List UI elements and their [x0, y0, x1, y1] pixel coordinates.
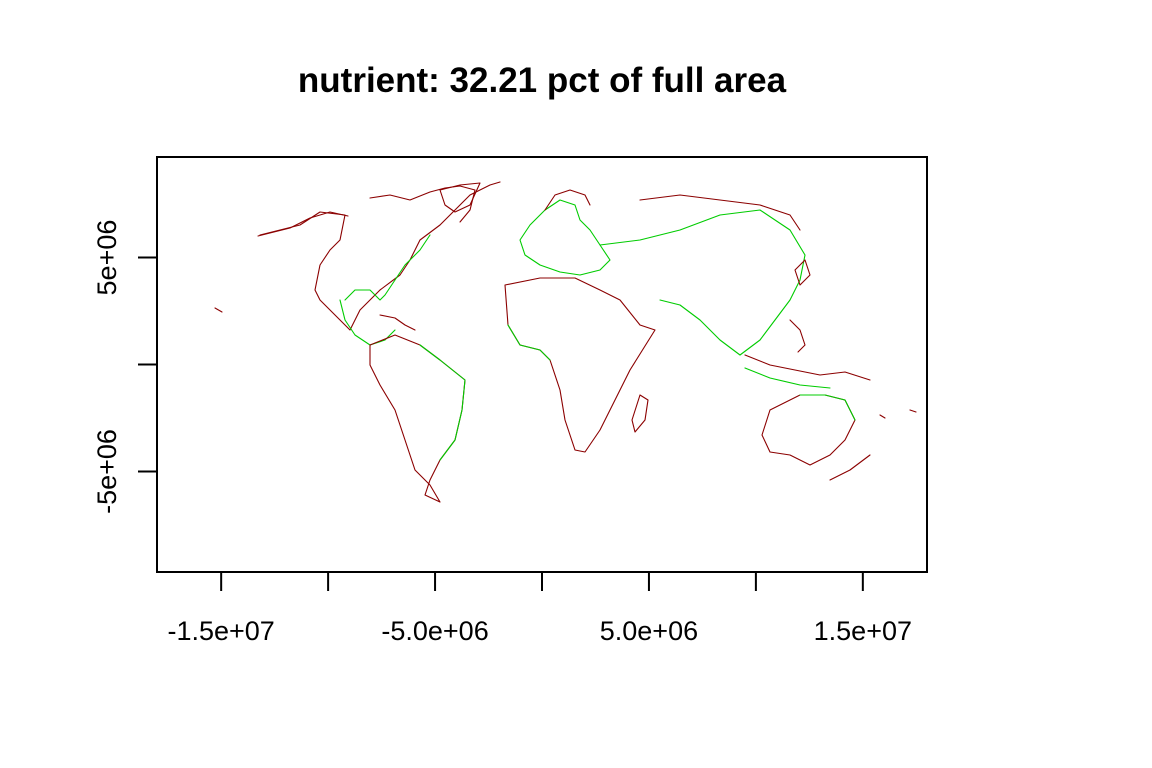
x-tick-label: 5.0e+06: [600, 616, 698, 646]
coast-greenland: [439, 182, 481, 213]
coast-africa: [504, 277, 656, 453]
x-tick-label: 1.5e+07: [814, 616, 912, 646]
coast-caribbean: [379, 314, 416, 331]
y-tick-label: 5e+06: [92, 220, 122, 296]
coast-north-america: [259, 181, 501, 331]
coast-europe: [519, 199, 611, 276]
coast-south-america: [369, 334, 466, 503]
coast-australia-north: [799, 394, 856, 421]
y-axis: 5e+06 -5e+06: [92, 220, 157, 514]
x-tick-label: -1.5e+07: [167, 616, 274, 646]
coast-southeast-asia: [744, 354, 871, 381]
coast-asia-north: [639, 194, 801, 231]
plot-frame: [156, 156, 928, 573]
coast-south-america-east: [419, 344, 466, 461]
coast-madagascar: [631, 394, 649, 433]
coast-hawaii: [214, 307, 223, 313]
coast-alaska: [257, 211, 349, 237]
coast-indonesia: [744, 367, 831, 389]
coast-asia: [599, 209, 806, 356]
coast-us-east: [344, 234, 431, 301]
plot-frame-group: [156, 156, 928, 573]
coast-philippines: [789, 319, 806, 353]
coastline-layer: [214, 181, 917, 503]
coast-africa-west: [507, 324, 551, 361]
y-tick-label: -5e+06: [92, 429, 122, 514]
plot-title: nutrient: 32.21 pct of full area: [298, 61, 787, 100]
coast-scandinavia: [544, 189, 591, 211]
coast-australia: [761, 394, 856, 466]
coast-new-zealand: [829, 454, 871, 481]
coast-japan: [794, 259, 811, 286]
x-tick-label: -5.0e+06: [381, 616, 488, 646]
x-axis: -1.5e+07 -5.0e+06 5.0e+06 1.5e+07: [167, 572, 912, 646]
coast-canada-arctic: [369, 185, 476, 223]
coast-pacific-islands: [879, 409, 917, 419]
